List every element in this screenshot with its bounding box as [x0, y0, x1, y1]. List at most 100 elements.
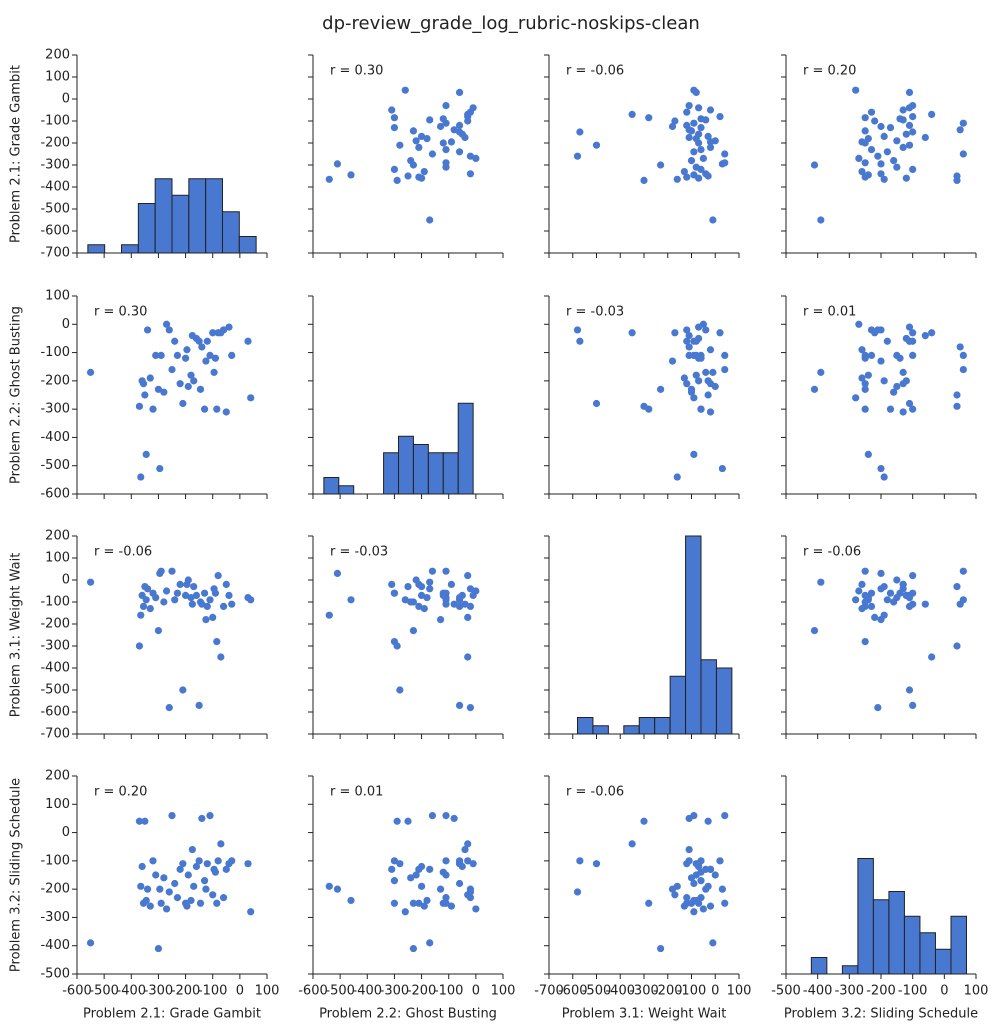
scatter-point: [861, 638, 869, 646]
scatter-point: [867, 351, 876, 359]
scatter-point: [173, 894, 182, 902]
scatter-point: [928, 110, 936, 118]
scatter-point: [864, 135, 872, 143]
scatter-point: [687, 899, 696, 907]
x-tick-label: -700: [534, 984, 564, 999]
scatter-point: [450, 814, 458, 823]
y-tick-label: 0: [62, 573, 70, 588]
scatter-point: [176, 865, 184, 873]
scatter-point: [709, 939, 717, 947]
x-tick-label: -200: [171, 984, 201, 999]
scatter-point: [909, 329, 917, 337]
scatter-point: [184, 382, 192, 391]
scatter-point: [388, 106, 396, 114]
scatter-point: [426, 939, 434, 947]
scatter-point: [325, 611, 333, 619]
scatter-point: [909, 701, 917, 710]
scatter-point: [810, 627, 819, 635]
scatter-point: [325, 882, 333, 890]
scatter-point: [671, 117, 679, 125]
scatter-point: [817, 368, 825, 376]
scatter-point: [721, 899, 729, 907]
x-tick-label: -500: [325, 984, 355, 999]
scatter-point: [673, 473, 681, 481]
scatter-point: [683, 108, 691, 116]
hist-bar: [872, 899, 890, 975]
scatter-point: [417, 591, 426, 600]
y-tick-label: -500: [40, 683, 70, 698]
scatter-point: [190, 377, 198, 385]
scatter-point: [640, 817, 648, 825]
scatter-point: [455, 879, 464, 888]
correlation-label: r = 0.30: [330, 64, 383, 79]
scatter-point: [396, 860, 404, 868]
scatter-point: [219, 602, 228, 611]
scatter-point: [244, 337, 252, 345]
hist-bar: [383, 452, 400, 495]
scatter-point: [867, 326, 876, 334]
scatter-point: [893, 163, 901, 171]
scatter-point: [450, 126, 458, 134]
scatter-point: [893, 576, 901, 584]
hist-bar: [398, 435, 414, 495]
scatter-point: [247, 908, 255, 916]
scatter-point: [959, 365, 967, 374]
hist-bar: [427, 452, 444, 495]
y-tick-label: -100: [40, 853, 70, 868]
scatter-point: [135, 642, 144, 650]
correlation-label: r = 0.01: [803, 305, 856, 320]
scatter-point: [864, 450, 872, 458]
scatter-point: [390, 114, 399, 122]
correlation-label: r = -0.06: [566, 785, 624, 800]
scatter-point: [188, 600, 196, 608]
scatter-point: [447, 902, 456, 910]
y-tick-label: -400: [40, 430, 70, 445]
scatter-point: [716, 857, 724, 865]
scatter-point: [196, 385, 205, 393]
y-tick-label: -400: [40, 180, 70, 195]
scatter-point: [928, 329, 936, 337]
scatter-point: [225, 591, 233, 600]
scatter-point: [203, 602, 211, 611]
scatter-point: [956, 126, 964, 134]
scatter-point: [200, 589, 209, 597]
scatter-point: [861, 114, 869, 122]
x-tick-label: 100: [964, 984, 989, 999]
x-tick-label: -100: [198, 984, 228, 999]
scatter-point: [685, 857, 693, 865]
scatter-point: [716, 329, 724, 337]
scatter-point: [883, 337, 891, 345]
scatter-point: [466, 704, 475, 712]
scatter-point: [447, 138, 456, 146]
scatter-point: [141, 391, 149, 399]
scatter-point: [867, 108, 876, 116]
scatter-point: [858, 374, 866, 382]
x-tick-label: -100: [434, 984, 464, 999]
scatter-point: [472, 905, 480, 913]
hist-bar: [669, 675, 687, 735]
scatter-point: [450, 600, 458, 608]
scatter-point: [464, 572, 472, 580]
scatter-point: [426, 116, 434, 124]
scatter-point: [657, 944, 665, 953]
scatter-point: [228, 857, 236, 865]
scatter-point: [390, 877, 399, 885]
chart-title: dp-review_grade_log_rubric-noskips-clean: [322, 13, 700, 34]
scatter-point: [690, 908, 698, 916]
scatter-point: [442, 894, 450, 902]
scatter-point: [706, 346, 715, 354]
scatter-point: [959, 567, 967, 575]
scatter-point: [154, 627, 163, 635]
scatter-point: [921, 133, 929, 142]
scatter-point: [214, 857, 222, 865]
x-tick-label: 100: [255, 984, 280, 999]
scatter-point: [428, 567, 437, 575]
scatter-point: [861, 567, 869, 575]
scatter-point: [852, 86, 860, 94]
scatter-point: [347, 596, 355, 604]
scatter-point: [417, 882, 426, 890]
scatter-point: [192, 591, 201, 600]
scatter-point: [211, 589, 220, 597]
hist-bar: [903, 915, 921, 975]
